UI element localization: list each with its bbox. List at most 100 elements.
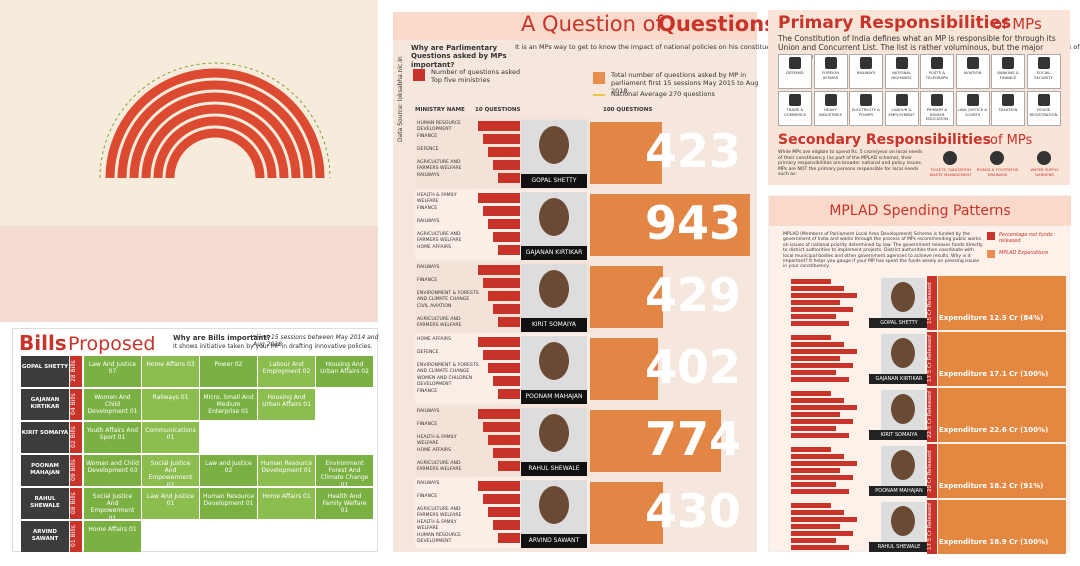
text: It is an MPs way to get to know the impa… bbox=[515, 43, 1080, 51]
ministry-name: ENVIRONMENT & FORESTS AND CLIMATE CHANGE bbox=[417, 291, 479, 302]
legend-orange bbox=[987, 250, 995, 258]
expenditure: Expenditure 22.6 Cr (100%) bbox=[939, 426, 1049, 434]
ministry-bar bbox=[488, 219, 520, 229]
released-bar bbox=[927, 332, 937, 386]
item-label: PRIMARY & HIGHER EDUCATION bbox=[925, 107, 949, 122]
work-line bbox=[791, 475, 853, 480]
bill-cell bbox=[84, 455, 141, 486]
ministry-bar bbox=[498, 173, 520, 183]
bill-count: 08 Bills bbox=[70, 492, 77, 515]
mp-name: POONAM MAHAJAN bbox=[875, 488, 923, 494]
ministry-name: AGRICULTURE AND FARMERS WELFARE bbox=[417, 317, 462, 328]
mp-name: RAHUL SHEWALE bbox=[877, 544, 921, 550]
work-line bbox=[791, 286, 844, 291]
item-label: ELECTRICITY & POWER bbox=[851, 107, 881, 117]
bill-cell bbox=[200, 356, 257, 387]
work-line bbox=[791, 489, 849, 494]
ministry-name: RAILWAYS bbox=[417, 481, 440, 486]
work-line bbox=[791, 482, 836, 487]
mp-cell bbox=[21, 389, 69, 420]
work-line bbox=[791, 461, 857, 466]
item-label: LAW, JUSTICE & COURTS bbox=[957, 107, 988, 117]
bill-label: Human Resource Development 01 bbox=[202, 493, 255, 508]
legend-red bbox=[987, 232, 995, 240]
secondary-title-b: of MPs bbox=[990, 133, 1033, 148]
bill-cell bbox=[142, 389, 199, 420]
bill-cell bbox=[84, 356, 141, 387]
count-cell bbox=[70, 455, 82, 486]
bill-label: Women And Child Development 01 bbox=[87, 394, 138, 416]
mp-name: GAJANAN KIRTIKAR bbox=[525, 249, 583, 256]
legend-total: Total number of questions asked by MP in… bbox=[611, 71, 759, 95]
ministry-name: FINANCE bbox=[417, 494, 438, 499]
icon bbox=[931, 57, 943, 69]
name-bar bbox=[521, 534, 587, 548]
count-cell bbox=[70, 488, 82, 519]
bills-note: *First 15 sessions between May 2014 and … bbox=[253, 334, 379, 349]
ministry-bar bbox=[488, 435, 520, 445]
expenditure: Expenditure 18.9 Cr (100%) bbox=[939, 538, 1049, 546]
bill-label: Home Affairs 01 bbox=[88, 526, 137, 533]
secondary-text: While MPs are eligible to spend Rs. 5 cr… bbox=[778, 150, 923, 177]
ministry-name: RAILWAYS bbox=[417, 219, 440, 224]
ministry-name: HEALTH & FAMILY WELFARE bbox=[417, 520, 457, 531]
name-bar bbox=[521, 318, 587, 332]
title-b: Questions bbox=[658, 12, 777, 36]
icon bbox=[789, 57, 801, 69]
ministry-bar bbox=[478, 265, 520, 275]
photo-head bbox=[539, 126, 569, 164]
item-label: RAILWAYS bbox=[856, 70, 876, 75]
total: 430 bbox=[644, 484, 742, 538]
ministry-bar bbox=[498, 317, 520, 327]
mp-name: POONAM MAHAJAN bbox=[30, 463, 60, 476]
mplad-panel: MPLAD Spending Patterns MPLAD (Members of… bbox=[768, 195, 1071, 554]
released: 17.5 Cr Released bbox=[927, 335, 933, 383]
ministry-bar bbox=[493, 448, 520, 458]
total: 402 bbox=[644, 340, 742, 394]
released-bar bbox=[927, 500, 937, 554]
bill-label: Health And Family Welfare 01 bbox=[322, 493, 367, 515]
question: Why are Parlimentary Questions asked by … bbox=[411, 44, 507, 69]
bill-label: Home Affairs 03 bbox=[146, 361, 195, 368]
ministry-name: HUMAN RESOURCE DEVELOPMENT bbox=[417, 121, 461, 132]
mp-cell bbox=[21, 521, 69, 552]
ministry-name: HUMAN RESOURCE DEVELOPMENT bbox=[417, 533, 461, 544]
mp-cell bbox=[21, 356, 69, 387]
primary-title-a: Primary Responsibilities bbox=[778, 13, 1012, 33]
bill-cell bbox=[316, 488, 373, 519]
icon bbox=[1002, 94, 1014, 106]
ministry-bar bbox=[478, 337, 520, 347]
released-bar bbox=[927, 388, 937, 442]
total-bar bbox=[590, 410, 722, 472]
ministry-bar bbox=[488, 507, 520, 517]
col-ministry: MINISTRY NAME bbox=[415, 107, 465, 113]
bill-cell bbox=[142, 488, 199, 519]
ministry-bar bbox=[498, 389, 520, 399]
mp-name: RAHUL SHEWALE bbox=[30, 496, 60, 509]
ministry-name: DEFENCE bbox=[417, 350, 439, 355]
item-label: HOUSE REGISTRATION bbox=[1029, 107, 1058, 117]
mp-name: GOPAL SHETTY bbox=[21, 364, 69, 370]
secondary-title-a: Secondary Responsibilities bbox=[778, 132, 991, 148]
ministry-name: FINANCE bbox=[417, 134, 438, 139]
legend-a: Percentage not funds released bbox=[999, 232, 1053, 244]
photo-head bbox=[539, 198, 569, 236]
bill-label: Housing And Urban Affairs 02 bbox=[320, 361, 369, 376]
released: 22.5 Cr Released bbox=[927, 391, 933, 439]
bills-text: It shows initiative taken by your MP in … bbox=[173, 343, 373, 350]
work-line bbox=[791, 321, 849, 326]
icon bbox=[860, 94, 872, 106]
work-line bbox=[791, 314, 836, 319]
expenditure: Expenditure 18.2 Cr (91%) bbox=[939, 482, 1044, 490]
icon bbox=[824, 57, 837, 69]
bill-label: Home Affairs 01 bbox=[262, 493, 311, 500]
ministry-bar bbox=[488, 363, 520, 373]
ministry-bar bbox=[493, 520, 520, 530]
released-bar bbox=[927, 276, 937, 330]
primary-title-b: of MPs bbox=[993, 15, 1042, 33]
ministry-bar bbox=[483, 206, 520, 216]
item-label: WATER SUPPLY GARDENS bbox=[1030, 167, 1059, 177]
ministry-bar bbox=[478, 409, 520, 419]
bill-cell bbox=[258, 488, 315, 519]
